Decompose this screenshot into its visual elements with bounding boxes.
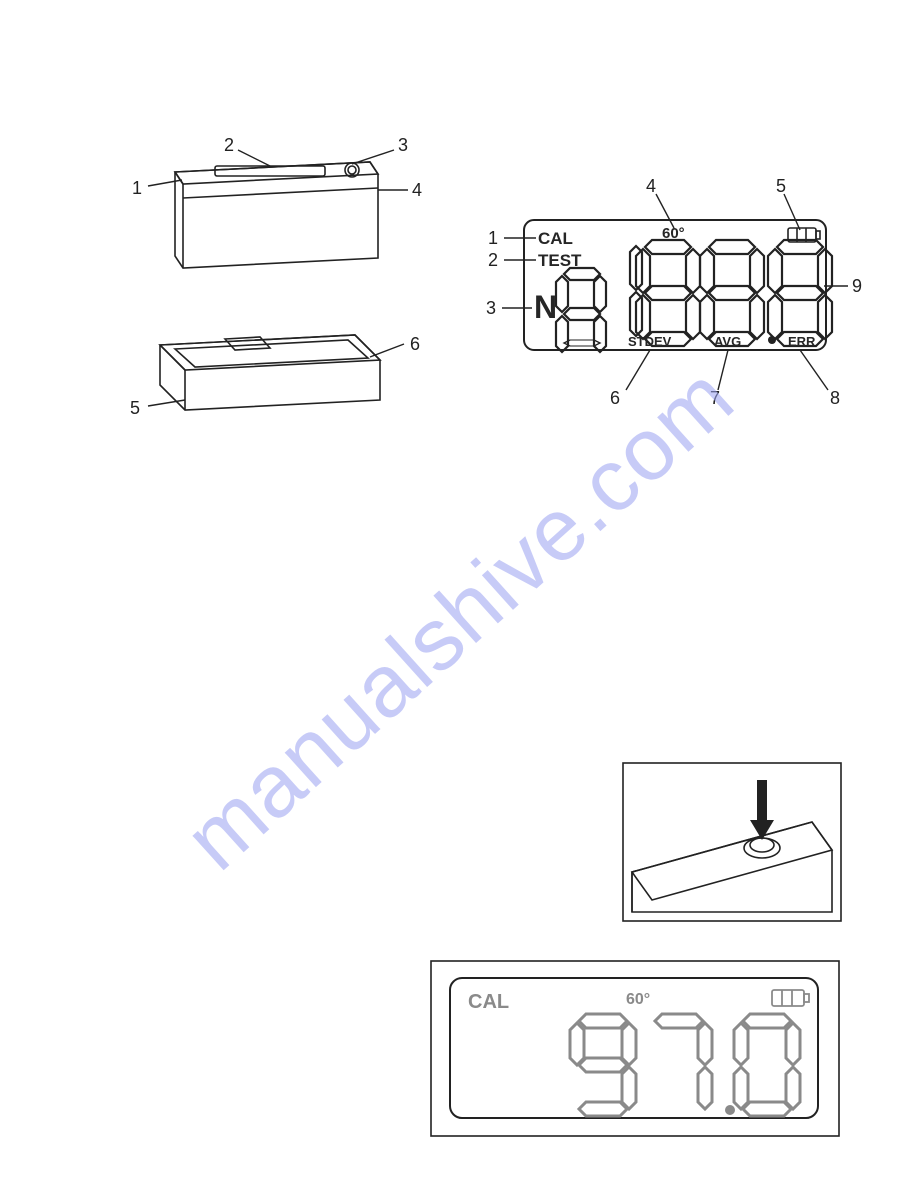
lcd-stdev-text: STDEV <box>628 334 672 349</box>
lcd-diagram: CAL TEST 60° N <box>496 190 856 430</box>
cal-display-diagram: CAL 60° <box>430 960 840 1140</box>
lcd-callout-6: 6 <box>610 388 620 409</box>
lcd-callout-3: 3 <box>486 298 496 319</box>
lcd-callout-5: 5 <box>776 176 786 197</box>
device-callout-3: 3 <box>398 135 408 156</box>
lcd-callout-8: 8 <box>830 388 840 409</box>
lcd-callout-7: 7 <box>710 388 720 409</box>
device-diagram <box>120 140 430 430</box>
device-callout-5: 5 <box>130 398 140 419</box>
lcd-err-text: ERR <box>788 334 816 349</box>
lcd-cal-text: CAL <box>538 229 573 248</box>
lcd-callout-9: 9 <box>852 276 862 297</box>
cal-cal-text: CAL <box>468 991 509 1013</box>
device-callout-2: 2 <box>224 135 234 156</box>
lcd-callout-4: 4 <box>646 176 656 197</box>
device-callout-6: 6 <box>410 334 420 355</box>
device-callout-4: 4 <box>412 180 422 201</box>
lcd-avg-text: AVG <box>714 334 741 349</box>
lcd-callout-2: 2 <box>488 250 498 271</box>
cal-angle-text: 60° <box>626 991 650 1008</box>
lcd-callout-1: 1 <box>488 228 498 249</box>
button-press-diagram <box>622 762 842 922</box>
lcd-n-text: N <box>534 289 557 325</box>
device-callout-1: 1 <box>132 178 142 199</box>
